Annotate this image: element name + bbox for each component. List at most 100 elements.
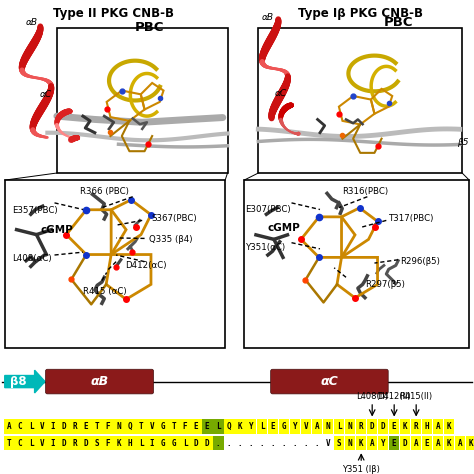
- Text: R415 (αC): R415 (αC): [83, 287, 127, 296]
- Text: .: .: [271, 439, 275, 447]
- Text: A: A: [436, 422, 440, 431]
- Text: R: R: [73, 422, 77, 431]
- FancyBboxPatch shape: [290, 436, 301, 450]
- Text: β5: β5: [457, 137, 469, 146]
- FancyBboxPatch shape: [15, 436, 26, 450]
- Text: L: L: [337, 422, 341, 431]
- Text: PBC: PBC: [135, 21, 164, 34]
- FancyBboxPatch shape: [400, 436, 410, 450]
- FancyBboxPatch shape: [37, 436, 47, 450]
- Text: R297(β5): R297(β5): [365, 280, 405, 289]
- Text: .: .: [293, 439, 297, 447]
- FancyBboxPatch shape: [125, 419, 136, 434]
- FancyBboxPatch shape: [323, 436, 334, 450]
- Text: .: .: [315, 439, 319, 447]
- Text: D: D: [84, 439, 89, 447]
- Text: R: R: [414, 422, 419, 431]
- Text: T: T: [139, 422, 144, 431]
- FancyBboxPatch shape: [114, 419, 125, 434]
- FancyBboxPatch shape: [59, 436, 70, 450]
- FancyBboxPatch shape: [92, 436, 102, 450]
- FancyBboxPatch shape: [356, 436, 366, 450]
- Text: H: H: [425, 422, 429, 431]
- Text: S: S: [337, 439, 341, 447]
- Text: N: N: [348, 422, 352, 431]
- FancyBboxPatch shape: [433, 436, 444, 450]
- Text: β8: β8: [10, 375, 27, 388]
- FancyBboxPatch shape: [147, 436, 157, 450]
- Text: Y: Y: [293, 422, 297, 431]
- FancyBboxPatch shape: [158, 419, 169, 434]
- FancyBboxPatch shape: [180, 436, 191, 450]
- Text: E307(PBC): E307(PBC): [246, 205, 291, 214]
- FancyBboxPatch shape: [279, 419, 290, 434]
- Text: .: .: [238, 439, 242, 447]
- FancyBboxPatch shape: [312, 436, 322, 450]
- FancyBboxPatch shape: [334, 436, 345, 450]
- FancyBboxPatch shape: [191, 436, 201, 450]
- Text: A: A: [370, 439, 374, 447]
- Text: N: N: [348, 439, 352, 447]
- Text: PBC: PBC: [383, 16, 413, 29]
- FancyBboxPatch shape: [235, 419, 246, 434]
- FancyBboxPatch shape: [356, 419, 366, 434]
- FancyBboxPatch shape: [378, 419, 389, 434]
- FancyBboxPatch shape: [48, 436, 59, 450]
- Text: D412(αC): D412(αC): [126, 261, 167, 270]
- Text: C: C: [18, 422, 22, 431]
- FancyBboxPatch shape: [70, 436, 81, 450]
- FancyBboxPatch shape: [400, 419, 410, 434]
- FancyBboxPatch shape: [301, 419, 311, 434]
- Text: K: K: [359, 439, 364, 447]
- Text: cGMP: cGMP: [268, 223, 301, 234]
- Text: L: L: [216, 422, 220, 431]
- FancyBboxPatch shape: [213, 419, 224, 434]
- FancyBboxPatch shape: [334, 419, 345, 434]
- Text: Q335 (β4): Q335 (β4): [149, 235, 193, 244]
- FancyBboxPatch shape: [268, 436, 279, 450]
- FancyBboxPatch shape: [4, 419, 15, 434]
- Text: E: E: [194, 422, 199, 431]
- Text: R316(PBC): R316(PBC): [342, 187, 388, 195]
- Text: A: A: [7, 422, 11, 431]
- FancyBboxPatch shape: [26, 436, 36, 450]
- FancyBboxPatch shape: [213, 436, 224, 450]
- FancyBboxPatch shape: [290, 419, 301, 434]
- Text: N: N: [326, 422, 330, 431]
- FancyBboxPatch shape: [48, 419, 59, 434]
- Text: T: T: [172, 422, 176, 431]
- FancyBboxPatch shape: [279, 436, 290, 450]
- Text: .: .: [260, 439, 264, 447]
- FancyBboxPatch shape: [367, 419, 377, 434]
- Text: L408(αC): L408(αC): [12, 254, 52, 263]
- Text: αC: αC: [320, 375, 338, 388]
- Text: .: .: [304, 439, 309, 447]
- Text: D: D: [403, 439, 407, 447]
- Text: L: L: [183, 439, 187, 447]
- Text: D412(II): D412(II): [377, 392, 411, 401]
- FancyBboxPatch shape: [312, 419, 322, 434]
- Text: L: L: [29, 439, 34, 447]
- FancyBboxPatch shape: [378, 436, 389, 450]
- Text: Y: Y: [249, 422, 254, 431]
- Text: Q: Q: [227, 422, 231, 431]
- Text: D: D: [62, 422, 66, 431]
- Text: E: E: [84, 422, 89, 431]
- Text: C: C: [18, 439, 22, 447]
- FancyBboxPatch shape: [81, 419, 91, 434]
- Text: D: D: [370, 422, 374, 431]
- FancyBboxPatch shape: [257, 436, 267, 450]
- FancyBboxPatch shape: [92, 419, 102, 434]
- Text: S: S: [95, 439, 100, 447]
- FancyBboxPatch shape: [444, 436, 455, 450]
- Text: .: .: [249, 439, 254, 447]
- FancyBboxPatch shape: [422, 419, 432, 434]
- FancyBboxPatch shape: [5, 180, 225, 348]
- FancyBboxPatch shape: [81, 436, 91, 450]
- Text: Y351(αC): Y351(αC): [246, 243, 286, 252]
- Text: E357(PBC): E357(PBC): [12, 207, 57, 215]
- Text: K: K: [447, 439, 451, 447]
- FancyBboxPatch shape: [455, 436, 465, 450]
- Text: I: I: [51, 439, 55, 447]
- Text: T317(PBC): T317(PBC): [389, 215, 434, 223]
